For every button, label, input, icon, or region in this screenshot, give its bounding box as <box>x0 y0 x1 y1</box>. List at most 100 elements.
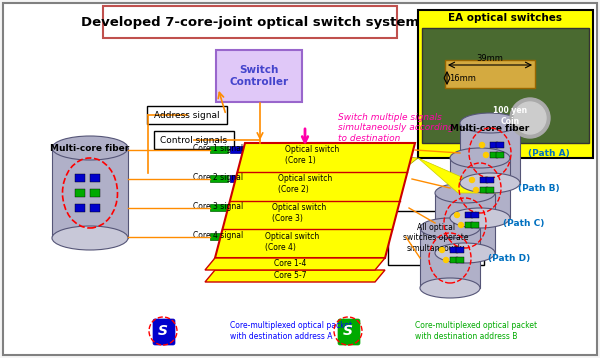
FancyBboxPatch shape <box>420 228 480 288</box>
Ellipse shape <box>435 183 495 203</box>
Text: Core 3 signal: Core 3 signal <box>193 202 243 211</box>
Polygon shape <box>215 143 415 258</box>
Text: Optical switch
(Core 3): Optical switch (Core 3) <box>272 203 326 223</box>
Text: Multi-core fiber: Multi-core fiber <box>451 124 530 132</box>
FancyBboxPatch shape <box>435 193 495 253</box>
Circle shape <box>484 153 488 158</box>
FancyBboxPatch shape <box>450 158 510 218</box>
Text: Optical switch
(Core 1): Optical switch (Core 1) <box>285 145 339 165</box>
Text: Core 2 signal: Core 2 signal <box>193 173 243 182</box>
Text: All optical
switches operate
simultaneously: All optical switches operate simultaneou… <box>403 223 469 253</box>
Polygon shape <box>205 270 385 282</box>
Ellipse shape <box>450 208 510 228</box>
FancyBboxPatch shape <box>230 233 248 240</box>
FancyBboxPatch shape <box>490 142 498 148</box>
Text: 16mm: 16mm <box>449 73 476 82</box>
Text: (Path B): (Path B) <box>518 184 560 193</box>
Text: Core 5-7: Core 5-7 <box>274 271 306 281</box>
Text: Core-multiplexed optical packet
with destination address B: Core-multiplexed optical packet with des… <box>415 321 537 341</box>
FancyBboxPatch shape <box>154 131 234 149</box>
Text: (Path A): (Path A) <box>528 149 570 158</box>
FancyBboxPatch shape <box>471 222 479 228</box>
FancyBboxPatch shape <box>3 3 597 355</box>
FancyBboxPatch shape <box>450 257 458 263</box>
Circle shape <box>510 98 550 138</box>
Circle shape <box>458 223 463 227</box>
FancyBboxPatch shape <box>147 106 227 124</box>
Ellipse shape <box>460 113 520 133</box>
FancyBboxPatch shape <box>210 204 228 211</box>
FancyBboxPatch shape <box>75 204 85 212</box>
Ellipse shape <box>460 173 520 193</box>
FancyBboxPatch shape <box>90 204 100 212</box>
Text: 39mm: 39mm <box>476 54 503 63</box>
Text: Core 1-4: Core 1-4 <box>274 260 306 268</box>
Text: Optical switch
(Core 2): Optical switch (Core 2) <box>278 174 332 194</box>
Ellipse shape <box>52 136 128 160</box>
FancyBboxPatch shape <box>422 28 589 143</box>
Circle shape <box>514 102 546 134</box>
FancyBboxPatch shape <box>496 152 504 158</box>
FancyBboxPatch shape <box>445 60 535 88</box>
Circle shape <box>473 188 478 193</box>
FancyBboxPatch shape <box>486 177 494 183</box>
FancyBboxPatch shape <box>338 319 360 345</box>
FancyBboxPatch shape <box>52 148 128 238</box>
FancyBboxPatch shape <box>450 247 458 253</box>
FancyBboxPatch shape <box>460 123 520 183</box>
FancyBboxPatch shape <box>230 204 248 211</box>
Text: EA optical switches: EA optical switches <box>448 13 562 23</box>
FancyBboxPatch shape <box>480 177 488 183</box>
FancyBboxPatch shape <box>388 211 484 265</box>
Text: Control signals: Control signals <box>160 135 227 145</box>
Ellipse shape <box>435 243 495 263</box>
FancyBboxPatch shape <box>210 175 228 182</box>
FancyBboxPatch shape <box>75 174 85 182</box>
FancyBboxPatch shape <box>418 10 593 158</box>
Text: S: S <box>158 324 168 338</box>
Circle shape <box>454 213 460 218</box>
Circle shape <box>469 178 475 183</box>
Text: Developed 7-core-joint optical switch system: Developed 7-core-joint optical switch sy… <box>81 15 419 29</box>
FancyBboxPatch shape <box>210 233 228 240</box>
Circle shape <box>479 142 484 147</box>
FancyBboxPatch shape <box>230 146 248 153</box>
FancyBboxPatch shape <box>230 175 248 182</box>
FancyBboxPatch shape <box>210 146 228 153</box>
Text: (Path C): (Path C) <box>503 218 544 227</box>
Text: Address signal: Address signal <box>154 111 220 120</box>
FancyBboxPatch shape <box>90 189 100 197</box>
FancyBboxPatch shape <box>465 212 473 218</box>
FancyBboxPatch shape <box>103 6 397 38</box>
Text: Core 1 signal: Core 1 signal <box>193 144 243 153</box>
Text: Core 4 signal: Core 4 signal <box>193 231 243 240</box>
FancyBboxPatch shape <box>456 257 464 263</box>
FancyBboxPatch shape <box>480 187 488 193</box>
Circle shape <box>439 247 445 252</box>
FancyBboxPatch shape <box>216 50 302 102</box>
Text: Switch
Controller: Switch Controller <box>229 65 289 87</box>
FancyBboxPatch shape <box>456 247 464 253</box>
Text: S: S <box>343 324 353 338</box>
FancyBboxPatch shape <box>75 189 85 197</box>
Polygon shape <box>355 153 418 180</box>
Ellipse shape <box>52 226 128 250</box>
Circle shape <box>443 257 448 262</box>
Text: 100 yen
Coin: 100 yen Coin <box>493 106 527 126</box>
Text: Optical switch
(Core 4): Optical switch (Core 4) <box>265 232 319 252</box>
Ellipse shape <box>420 218 480 238</box>
FancyBboxPatch shape <box>496 142 504 148</box>
Text: Switch multiple signals
simultaneously according
to destination: Switch multiple signals simultaneously a… <box>338 113 454 143</box>
FancyBboxPatch shape <box>465 222 473 228</box>
FancyBboxPatch shape <box>471 212 479 218</box>
Ellipse shape <box>450 148 510 168</box>
Text: Multi-core fiber: Multi-core fiber <box>50 144 130 153</box>
Ellipse shape <box>420 278 480 298</box>
Text: Core-multiplexed optical packet
with destination address A: Core-multiplexed optical packet with des… <box>230 321 352 341</box>
Polygon shape <box>418 158 498 193</box>
FancyBboxPatch shape <box>153 319 175 345</box>
FancyBboxPatch shape <box>486 187 494 193</box>
FancyBboxPatch shape <box>490 152 498 158</box>
FancyBboxPatch shape <box>90 174 100 182</box>
Polygon shape <box>205 258 385 270</box>
